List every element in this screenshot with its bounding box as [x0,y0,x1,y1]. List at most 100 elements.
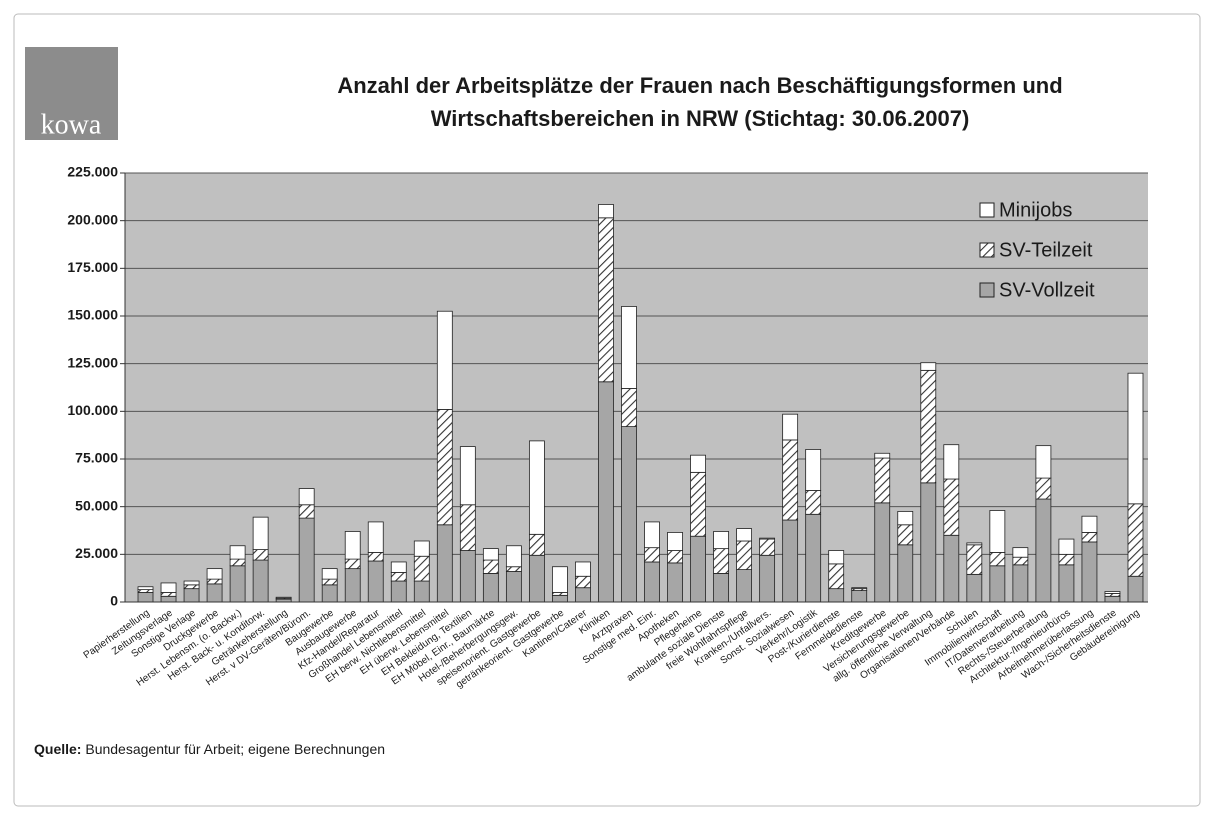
bar-segment [1012,547,1029,558]
bar-segment [505,571,522,603]
bar-segment [160,582,177,593]
bar-segment [137,589,154,593]
bar-segment [920,482,937,603]
bar-segment [897,524,914,546]
bar-segment [805,449,822,491]
bar-segment [851,590,868,603]
bar-segment [137,592,154,603]
bar-segment [1035,477,1052,500]
bar-segment [1127,372,1144,505]
bar-segment [690,454,706,473]
bar-segment [482,573,499,603]
bar-segment [782,519,799,603]
bar-segment [644,521,660,549]
y-tick-label: 25.000 [75,545,118,561]
y-tick-label: 0 [110,593,118,609]
bar-segment [713,531,729,550]
legend-label: SV-Teilzeit [999,239,1093,261]
bar-segment [252,559,269,603]
bar-segment [482,559,499,574]
bar-segment [1012,564,1029,603]
bar-segment [805,513,822,603]
bar-segment [206,568,223,580]
y-tick-label: 175.000 [67,259,118,275]
bar-segment [713,548,729,574]
logo: kowa [41,109,102,140]
bar-segment [160,592,177,597]
bar-segment [667,532,683,551]
bar-segment [436,524,453,603]
bar-segment [736,569,753,603]
y-tick-label: 225.000 [67,164,118,180]
bar-segment [874,502,891,603]
bar-segment [1081,515,1098,533]
bar-segment [966,542,983,546]
bar-segment [943,534,960,603]
bar-segment [690,535,706,603]
bar-segment [367,560,384,603]
bar-segment [1058,564,1075,603]
bar-segment [782,413,799,441]
bar-segment [390,580,407,603]
bar-segment [966,573,983,603]
bar-segment [252,549,269,561]
bar-segment [137,586,154,591]
bar-segment [1058,553,1075,566]
bar-segment [1081,541,1098,603]
bar-segment [367,521,384,553]
bar-segment [298,504,315,519]
bar-segment [183,584,200,590]
bar-segment [1058,538,1075,555]
bar-segment [275,596,292,599]
bar-segment [897,511,914,526]
bar-segment [575,561,591,577]
y-tick-label: 125.000 [67,354,118,370]
bar-segment [598,217,614,383]
bar-segment [989,510,1006,553]
bar-segment [413,540,430,557]
bar-segment [575,587,591,603]
chart-title: Wirtschaftsbereichen in NRW (Stichtag: 3… [431,106,970,131]
bar-segment [505,545,522,568]
bar-segment [828,550,845,565]
bar-segment [459,446,476,506]
bar-segment [413,580,430,603]
source: Quelle: Bundesagentur für Arbeit; eigene… [34,741,385,757]
bar-segment [505,566,522,572]
bar-segment [482,548,499,561]
bar-segment [1127,503,1144,577]
source-label: Quelle: [34,741,81,757]
bar-segment [621,426,637,603]
bar-segment [759,554,776,603]
bar-segment [667,562,683,603]
bar-segment [989,565,1006,603]
legend-label: SV-Vollzeit [999,279,1095,301]
bar-segment [575,575,591,589]
bar-segment [344,568,361,603]
bar-segment [390,561,407,573]
bar-segment [229,558,246,567]
bar-segment [1127,575,1144,603]
bar-segment [598,381,614,603]
bar-segment [183,588,200,603]
bar-segment [459,550,476,603]
legend-swatch [979,242,995,258]
bar-segment [552,592,568,596]
bar-segment [1035,498,1052,603]
y-tick-label: 150.000 [67,307,118,323]
logo-box [25,47,118,140]
bar-segment [528,533,545,556]
bar-segment [667,550,683,564]
bar-segment [298,517,315,603]
bar-segment [874,452,891,459]
bar-segment [367,552,384,562]
bar-segment [874,457,891,504]
bar-segment [1104,593,1121,597]
bar-segment [828,588,845,603]
y-tick-label: 100.000 [67,402,118,418]
bar-segment [713,573,729,603]
bar-segment [943,478,960,536]
bar-segment [759,537,776,540]
bar-segment [851,587,868,590]
